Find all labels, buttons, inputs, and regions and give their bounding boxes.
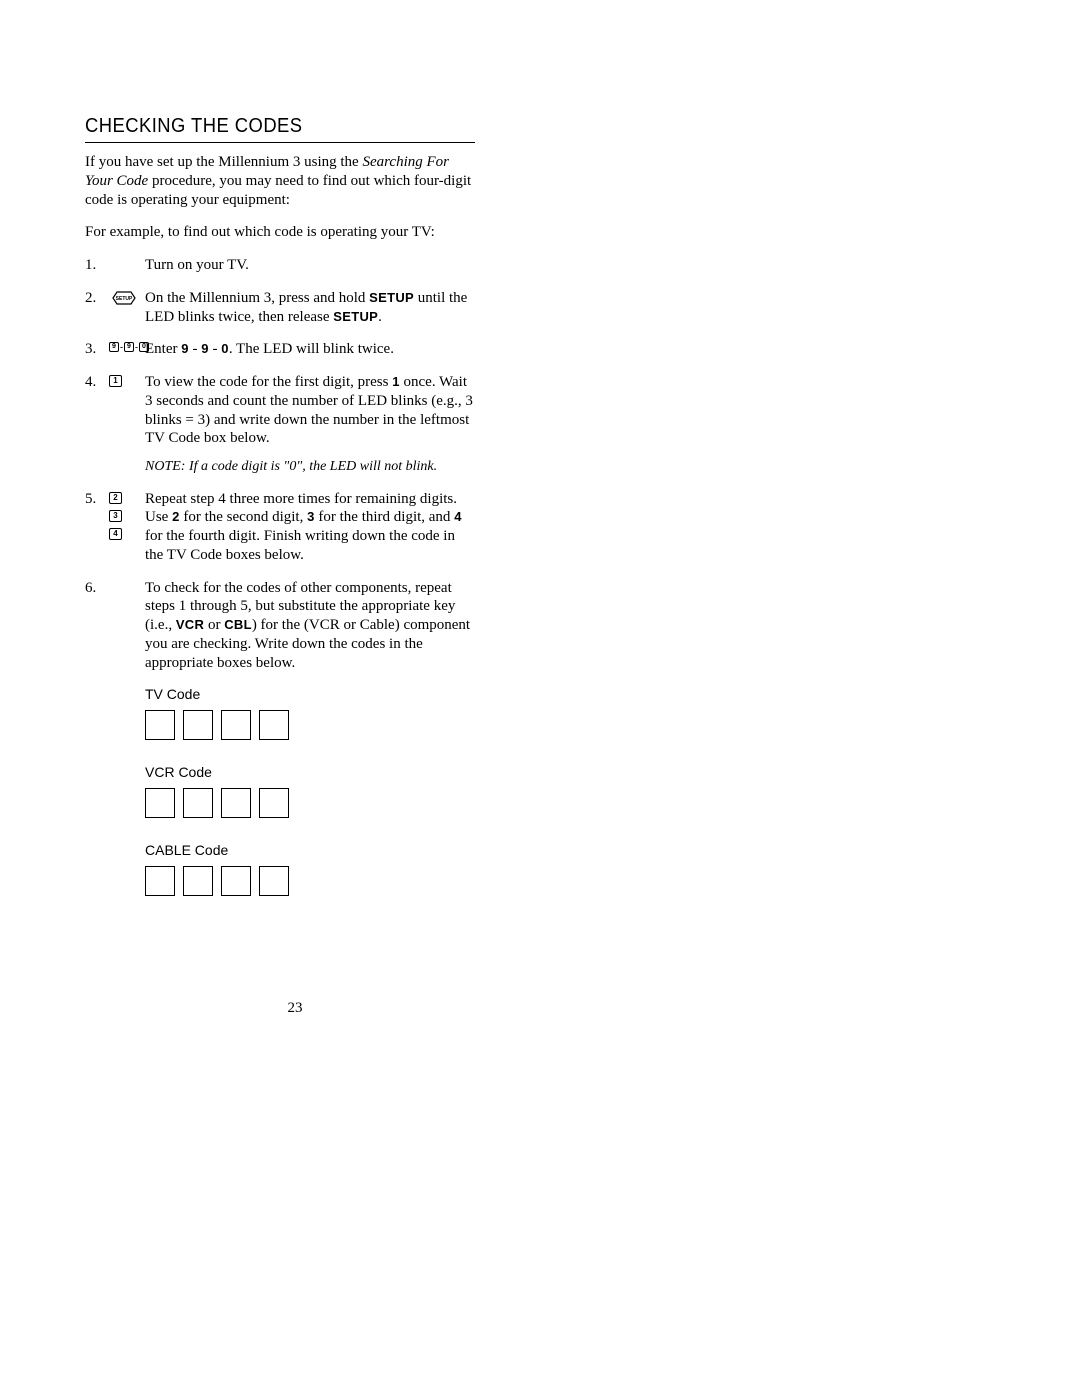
vcr-code-section: VCR Code (145, 764, 475, 818)
code-box[interactable] (183, 710, 213, 740)
tv-code-boxes (145, 710, 475, 740)
key-sequence-icon: 9-9-0 (109, 342, 149, 352)
code-box[interactable] (221, 710, 251, 740)
code-box[interactable] (259, 866, 289, 896)
step4-a: To view the code for the first digit, pr… (145, 374, 392, 390)
digit: 4 (454, 509, 462, 524)
digit: 1 (392, 374, 400, 389)
key-2-icon: 2 (109, 492, 122, 504)
step5-d: for the fourth digit. Finish writing dow… (145, 528, 455, 563)
step-body: To view the code for the first digit, pr… (145, 373, 475, 476)
step-5: 5. 2 3 4 Repeat step 4 three more times … (85, 490, 475, 565)
code-box[interactable] (183, 866, 213, 896)
digit: 2 (172, 509, 180, 524)
setup-icon-label: SETUP (116, 296, 133, 302)
key-3-icon: 3 (109, 510, 122, 522)
step-icon-col: 1 (109, 373, 145, 476)
step-body: Repeat step 4 three more times for remai… (145, 490, 475, 565)
step-6: 6. To check for the codes of other compo… (85, 579, 475, 673)
cable-code-boxes (145, 866, 475, 896)
step-icon-col (109, 579, 145, 673)
cbl-key-label: CBL (224, 617, 252, 632)
step-3: 3. 9-9-0 Enter 9 - 9 - 0. The LED will b… (85, 340, 475, 359)
key-4-icon: 4 (109, 528, 122, 540)
step5-b: for the second digit, (180, 509, 307, 525)
step-number: 2. (85, 289, 109, 327)
content-column: CHECKING THE CODES If you have set up th… (85, 115, 475, 896)
dash: - (209, 341, 222, 357)
steps-list: 1. Turn on your TV. 2. SETUP On the Mill… (85, 256, 475, 672)
code-box[interactable] (221, 788, 251, 818)
step3-b: . The LED will blink twice. (229, 341, 394, 357)
digit: 9 (181, 341, 189, 356)
intro-paragraph: If you have set up the Millennium 3 usin… (85, 153, 475, 209)
code-box[interactable] (145, 788, 175, 818)
step-body: On the Millennium 3, press and hold SETU… (145, 289, 475, 327)
intro-text-a: If you have set up the Millennium 3 usin… (85, 154, 362, 170)
digit: 9 (201, 341, 209, 356)
step2-a: On the Millennium 3, press and hold (145, 290, 369, 306)
key-9-icon: 9 (124, 342, 134, 352)
step5-c: for the third digit, and (315, 509, 455, 525)
vcr-code-label: VCR Code (145, 764, 475, 780)
step-number: 4. (85, 373, 109, 476)
dash-icon: - (135, 343, 138, 351)
step3-a: Enter (145, 341, 181, 357)
digit: 0 (221, 341, 229, 356)
step-icon-col (109, 256, 145, 275)
key-9-icon: 9 (109, 342, 119, 352)
vcr-key-label: VCR (176, 617, 204, 632)
step-icon-col: 2 3 4 (109, 490, 145, 565)
step-body: Enter 9 - 9 - 0. The LED will blink twic… (145, 340, 475, 359)
setup-key-icon: SETUP (109, 291, 139, 305)
page-number: 23 (60, 1000, 530, 1017)
step-number: 3. (85, 340, 109, 359)
code-box[interactable] (259, 788, 289, 818)
key-1-icon: 1 (109, 375, 122, 387)
setup-label: SETUP (369, 290, 414, 305)
step-number: 1. (85, 256, 109, 275)
vcr-code-boxes (145, 788, 475, 818)
step2-c: . (378, 309, 382, 325)
step-number: 5. (85, 490, 109, 565)
step-1: 1. Turn on your TV. (85, 256, 475, 275)
setup-label: SETUP (333, 309, 378, 324)
code-box[interactable] (145, 866, 175, 896)
page: CHECKING THE CODES If you have set up th… (0, 0, 1080, 1397)
step4-note: NOTE: If a code digit is "0", the LED wi… (145, 458, 475, 476)
title-rule (85, 142, 475, 143)
cable-code-label: CABLE Code (145, 842, 475, 858)
tv-code-label: TV Code (145, 686, 475, 702)
step-body: Turn on your TV. (145, 256, 475, 275)
step6-b: or (204, 617, 224, 633)
step-icon-col: SETUP (109, 289, 145, 327)
step-number: 6. (85, 579, 109, 673)
step-4: 4. 1 To view the code for the first digi… (85, 373, 475, 476)
example-paragraph: For example, to find out which code is o… (85, 223, 475, 242)
code-box[interactable] (221, 866, 251, 896)
digit: 3 (307, 509, 315, 524)
step-body: To check for the codes of other componen… (145, 579, 475, 673)
dash: - (189, 341, 202, 357)
code-box[interactable] (183, 788, 213, 818)
code-box[interactable] (259, 710, 289, 740)
step-2: 2. SETUP On the Millennium 3, press and … (85, 289, 475, 327)
step-icon-col: 9-9-0 (109, 340, 145, 359)
section-title: CHECKING THE CODES (85, 115, 444, 138)
tv-code-section: TV Code (145, 686, 475, 740)
dash-icon: - (120, 343, 123, 351)
cable-code-section: CABLE Code (145, 842, 475, 896)
code-box[interactable] (145, 710, 175, 740)
